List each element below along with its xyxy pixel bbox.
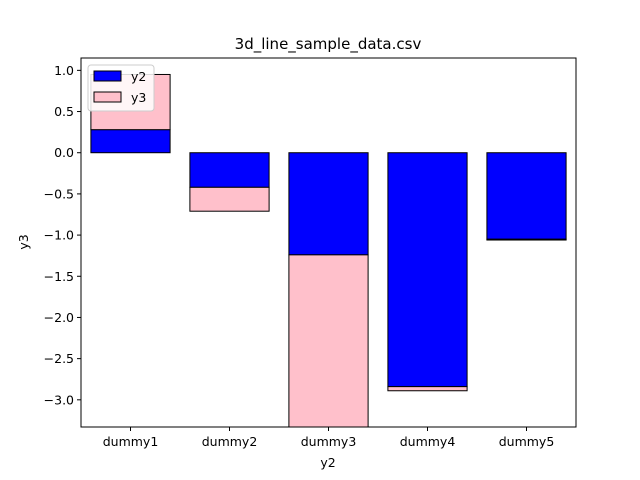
- x-tick-label-dummy1: dummy1: [103, 434, 159, 449]
- bar-y2-dummy4: [387, 152, 468, 388]
- bar-y2-dummy5: [486, 152, 567, 240]
- y-tick-label: −0.5: [44, 186, 74, 201]
- bar-y3-dummy3: [288, 254, 369, 427]
- y-tick-label: −1.5: [44, 269, 74, 284]
- bar-y3-dummy4: [387, 386, 468, 392]
- bar-y3-dummy2: [189, 186, 270, 212]
- y-axis-label: y3: [16, 234, 31, 249]
- bars-group: [90, 73, 567, 427]
- x-tick-label-dummy4: dummy4: [400, 434, 456, 449]
- y-tick-label: −3.0: [44, 392, 74, 407]
- chart-title: 3d_line_sample_data.csv: [235, 35, 422, 54]
- x-axis: dummy1 dummy2 dummy3 dummy4 dummy5: [103, 427, 555, 449]
- legend-label-y2: y2: [131, 69, 146, 84]
- x-axis-label: y2: [320, 455, 335, 470]
- x-tick-label-dummy5: dummy5: [499, 434, 555, 449]
- legend-swatch-y2: [93, 70, 122, 82]
- y-axis: 1.0 0.5 0.0 −0.5 −1.0 −1.5 −2.0 −2.5 −3.0: [44, 63, 81, 407]
- legend-label-y3: y3: [131, 90, 146, 105]
- y-tick-label: −2.0: [44, 310, 74, 325]
- y-tick-label: 0.0: [54, 145, 74, 160]
- x-tick-label-dummy3: dummy3: [301, 434, 357, 449]
- x-tick-label-dummy2: dummy2: [202, 434, 258, 449]
- y-tick-label: 1.0: [54, 63, 74, 78]
- y-tick-label: 0.5: [54, 104, 74, 119]
- bar-y2-dummy3: [288, 152, 369, 256]
- legend-swatch-y3: [93, 91, 122, 103]
- y-tick-label: −1.0: [44, 228, 74, 243]
- bar-y2-dummy1: [90, 129, 171, 154]
- bar-y2-dummy2: [189, 152, 270, 188]
- y-tick-label: −2.5: [44, 351, 74, 366]
- bar-y3-dummy5: [486, 238, 567, 241]
